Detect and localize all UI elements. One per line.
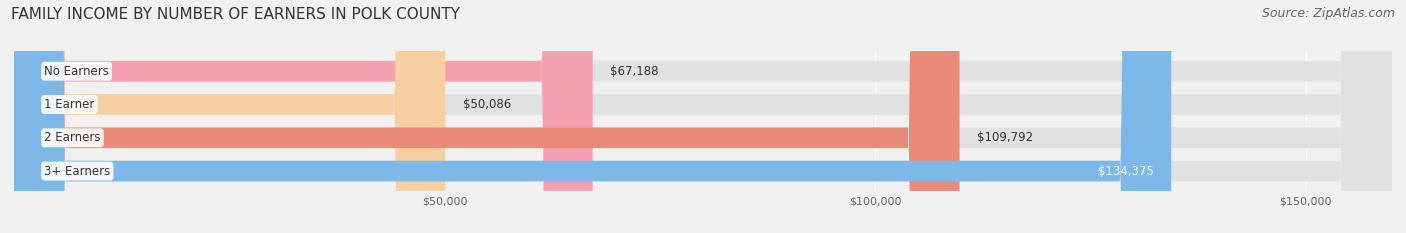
Text: $134,375: $134,375 xyxy=(1098,164,1154,178)
Text: $109,792: $109,792 xyxy=(977,131,1033,144)
Text: $67,188: $67,188 xyxy=(610,65,658,78)
FancyBboxPatch shape xyxy=(14,0,1392,233)
FancyBboxPatch shape xyxy=(14,0,1392,233)
Text: FAMILY INCOME BY NUMBER OF EARNERS IN POLK COUNTY: FAMILY INCOME BY NUMBER OF EARNERS IN PO… xyxy=(11,7,460,22)
Text: 2 Earners: 2 Earners xyxy=(44,131,101,144)
FancyBboxPatch shape xyxy=(14,0,446,233)
Text: No Earners: No Earners xyxy=(44,65,110,78)
Text: Source: ZipAtlas.com: Source: ZipAtlas.com xyxy=(1261,7,1395,20)
FancyBboxPatch shape xyxy=(14,0,1392,233)
FancyBboxPatch shape xyxy=(14,0,959,233)
FancyBboxPatch shape xyxy=(14,0,1392,233)
Text: 3+ Earners: 3+ Earners xyxy=(44,164,111,178)
FancyBboxPatch shape xyxy=(14,0,1171,233)
Text: $50,086: $50,086 xyxy=(463,98,510,111)
FancyBboxPatch shape xyxy=(14,0,593,233)
Text: 1 Earner: 1 Earner xyxy=(44,98,94,111)
